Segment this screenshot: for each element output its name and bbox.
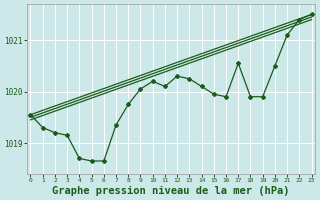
- X-axis label: Graphe pression niveau de la mer (hPa): Graphe pression niveau de la mer (hPa): [52, 186, 290, 196]
